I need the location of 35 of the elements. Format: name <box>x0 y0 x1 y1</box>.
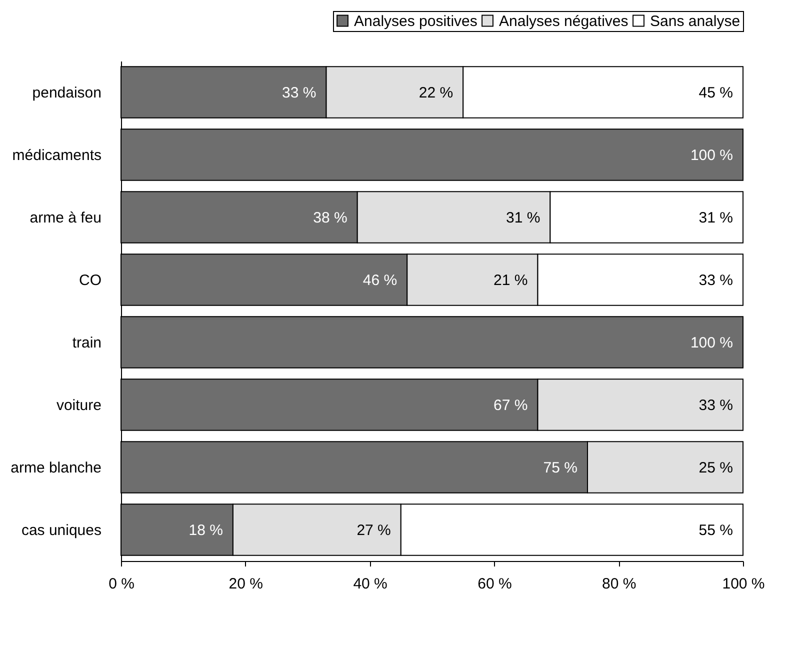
data-label: 21 % <box>494 272 528 289</box>
data-label: 22 % <box>418 84 454 102</box>
y-tick-label: pendaison <box>32 84 102 102</box>
data-label: 33 % <box>698 396 733 414</box>
legend-label: Analyses négatives <box>499 12 628 30</box>
data-label: 31 % <box>506 209 540 226</box>
data-label: 31 % <box>698 209 733 226</box>
y-tick-label: CO <box>79 272 102 289</box>
data-label: 55 % <box>698 522 733 539</box>
legend-label: Analyses positives <box>354 12 478 30</box>
data-label: 38 % <box>313 209 348 226</box>
data-label: 18 % <box>188 522 223 539</box>
y-tick-label: arme blanche <box>10 459 102 476</box>
data-label: 25 % <box>698 459 733 476</box>
data-label: 27 % <box>356 522 391 539</box>
data-label: 75 % <box>543 459 578 476</box>
data-label: 33 % <box>698 272 733 289</box>
data-label: 33 % <box>282 84 316 102</box>
x-tick-label: 40 % <box>353 576 388 592</box>
x-tick-label: 60 % <box>478 576 512 592</box>
x-tick-label: 100 % <box>722 576 765 592</box>
data-label: 67 % <box>494 396 528 414</box>
legend-label: Sans analyse <box>650 12 740 30</box>
data-label: 45 % <box>698 84 733 102</box>
y-tick-label: cas uniques <box>21 522 102 539</box>
x-tick-label: 80 % <box>602 576 636 592</box>
data-label: 46 % <box>362 272 398 289</box>
y-tick-label: arme à feu <box>30 209 102 226</box>
y-tick-label: médicaments <box>12 146 102 164</box>
data-label: 100 % <box>690 146 733 164</box>
x-tick-label: 20 % <box>228 576 263 592</box>
y-tick-label: voiture <box>56 396 102 414</box>
x-tick-label: 0 % <box>108 576 134 592</box>
y-tick-label: train <box>72 334 102 352</box>
data-label: 100 % <box>690 334 733 352</box>
